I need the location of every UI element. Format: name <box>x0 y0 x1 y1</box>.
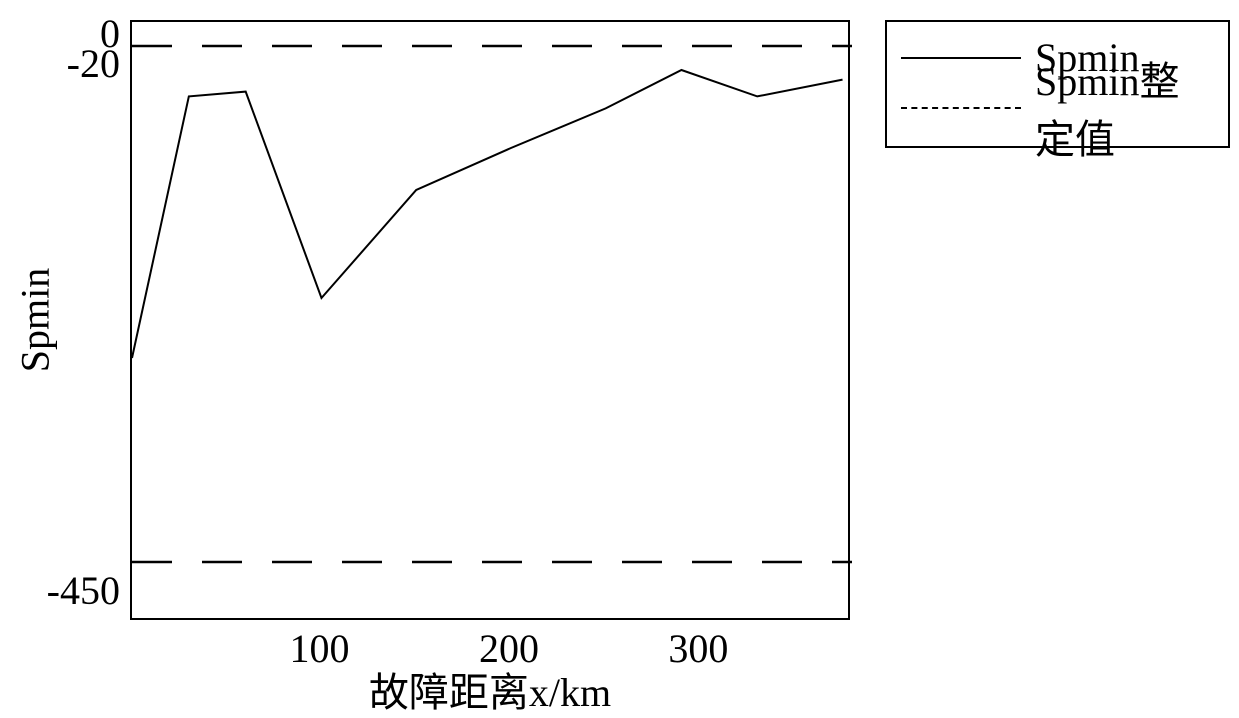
spmin-line <box>132 70 843 358</box>
y-tick-1: -20 <box>67 40 120 87</box>
legend: Spmin Spmin整定值 <box>885 20 1230 148</box>
x-tick: 100 <box>289 625 349 672</box>
plot-svg <box>132 22 852 622</box>
x-tick: 300 <box>668 625 728 672</box>
legend-item-setting: Spmin整定值 <box>901 82 1214 132</box>
plot-area <box>130 20 850 620</box>
legend-swatch-solid <box>901 37 1021 77</box>
y-tick-2: -450 <box>47 567 120 614</box>
chart-container: Spmin 故障距离x/km 0 -20 -450 100200300 <box>130 20 850 620</box>
x-tick: 200 <box>479 625 539 672</box>
legend-swatch-dash <box>901 87 1021 127</box>
y-axis-label: Spmin <box>12 268 59 372</box>
legend-label: Spmin整定值 <box>1035 49 1214 165</box>
